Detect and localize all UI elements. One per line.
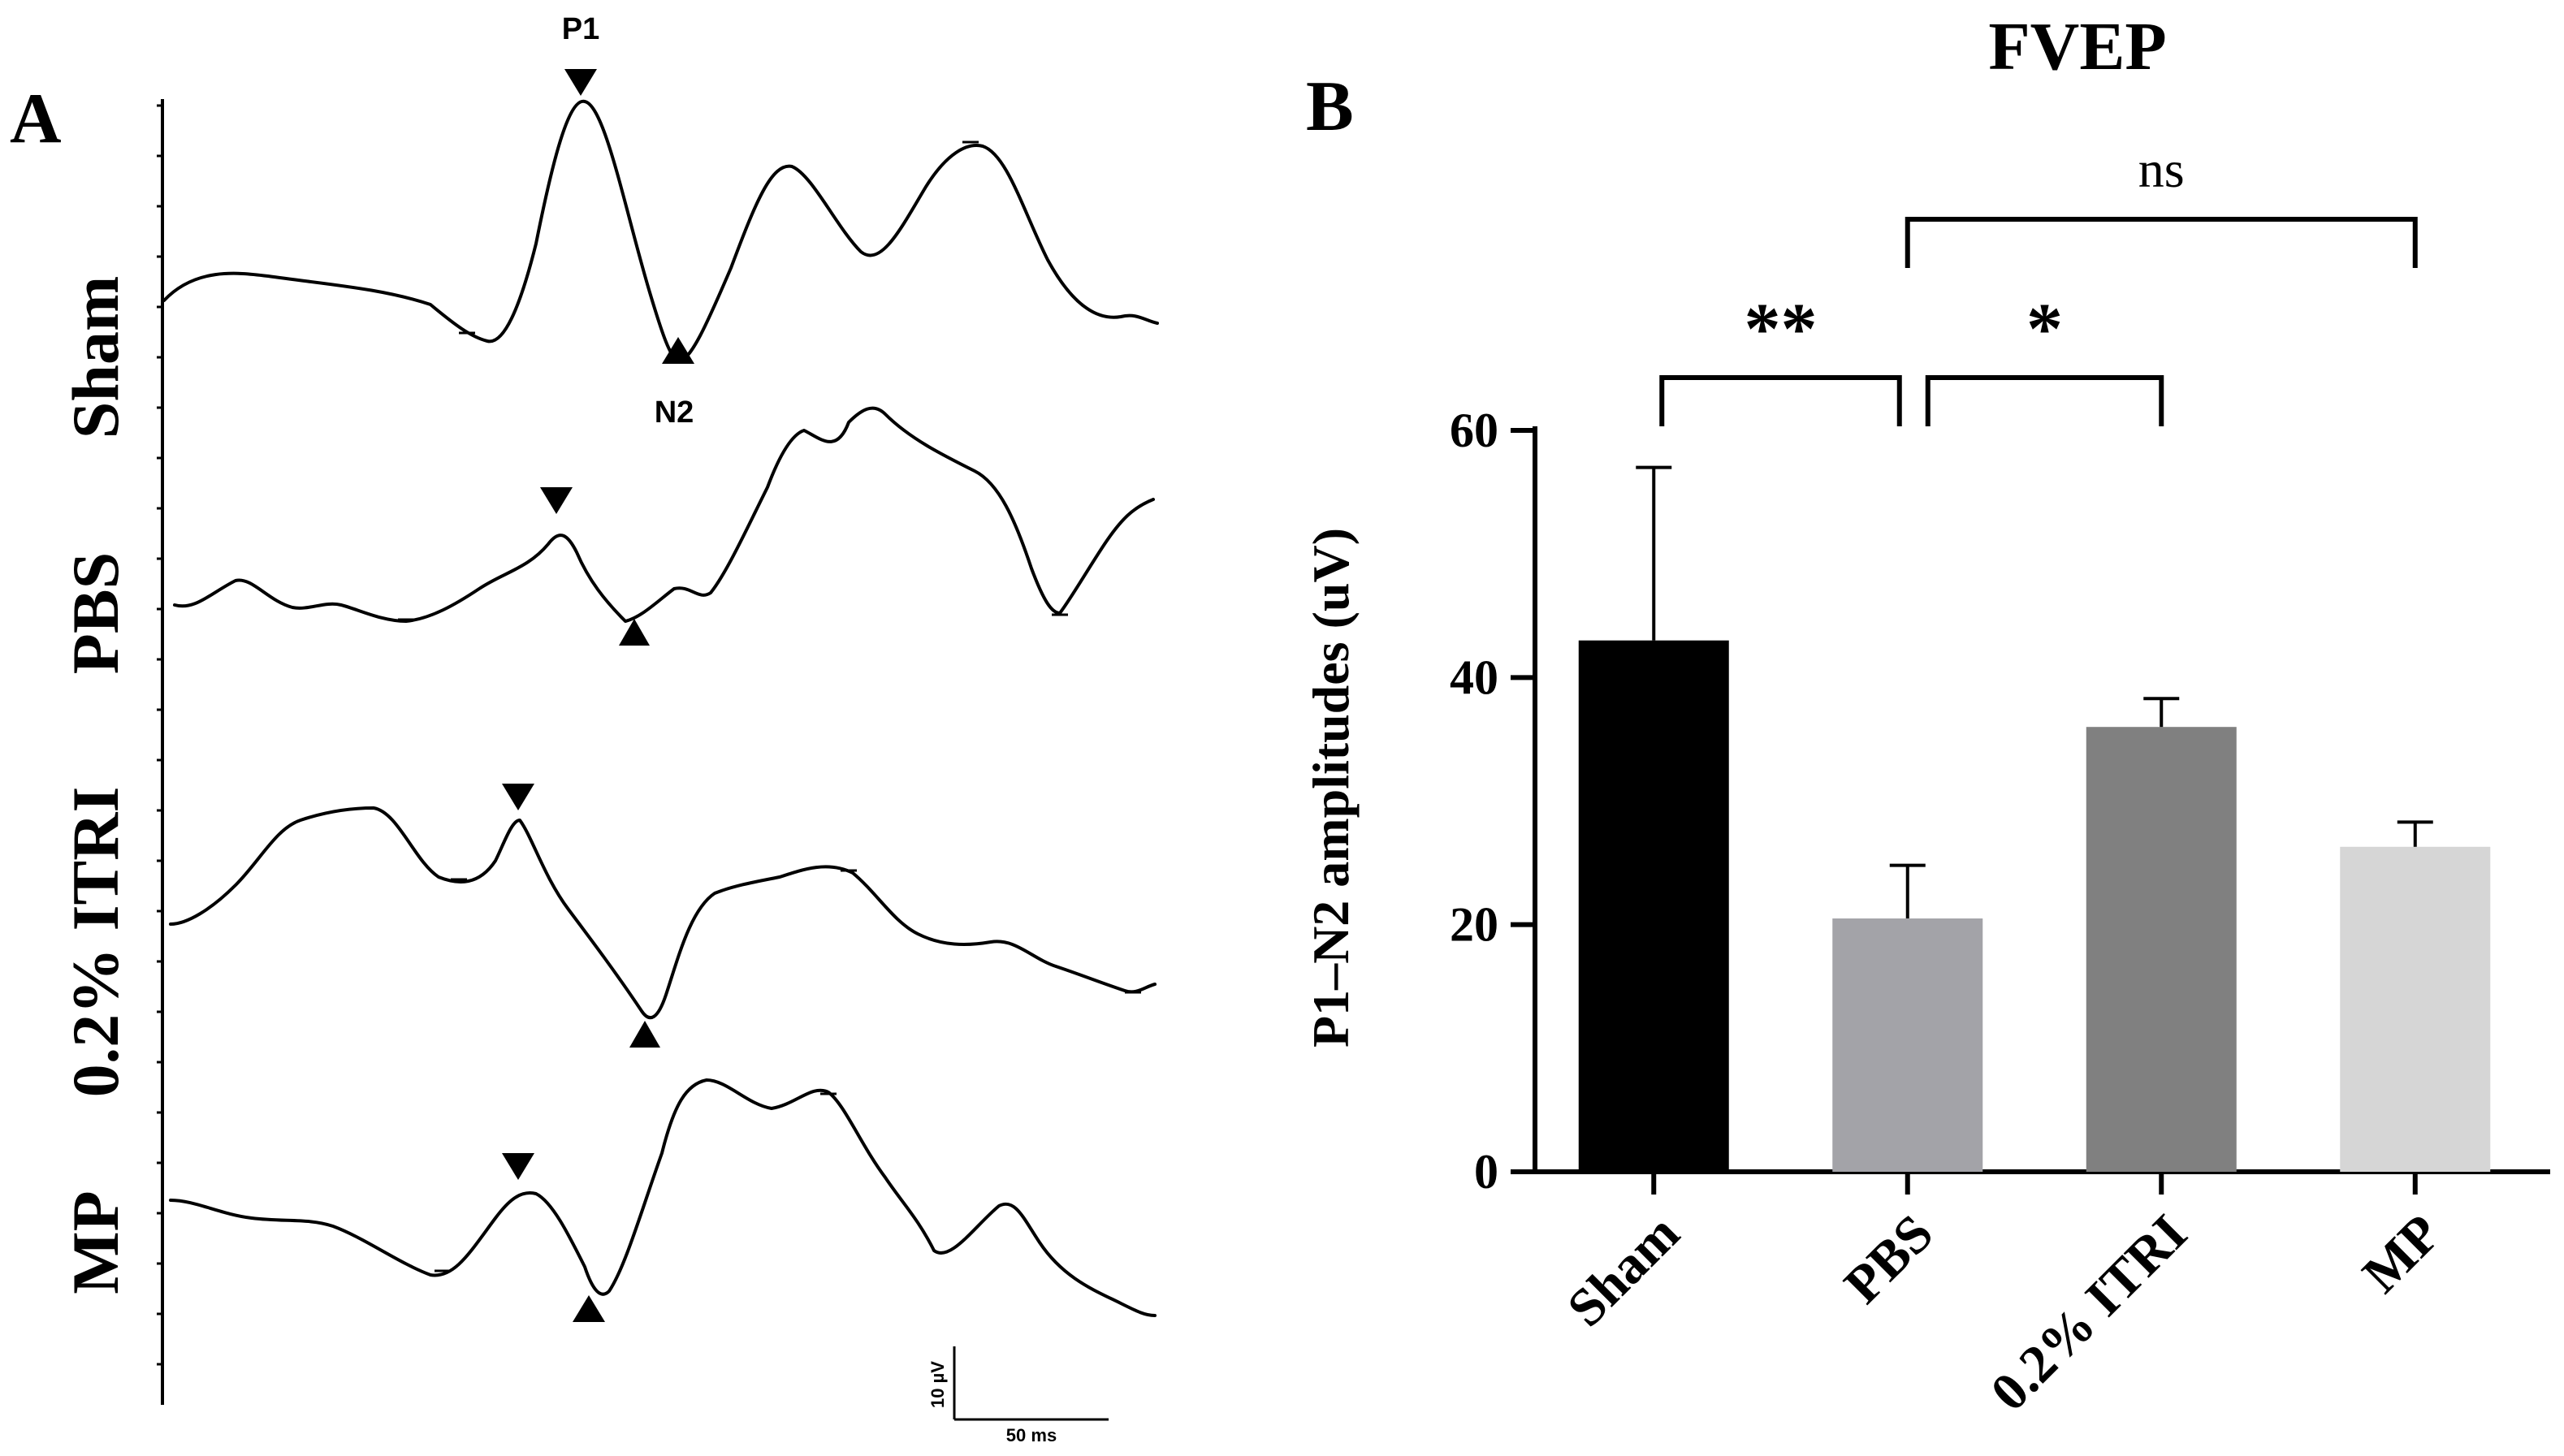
- waveform-itri: [169, 806, 1157, 1020]
- p1-marker-mp: [502, 1153, 534, 1180]
- chart-title: FVEP: [1988, 9, 2166, 84]
- row-label-pbs: PBS: [58, 552, 132, 674]
- significance-label: ns: [2138, 140, 2185, 198]
- y-tick-label: 60: [1450, 404, 1498, 457]
- significance-bracket: [1659, 375, 1902, 426]
- n2-marker-sham: [662, 337, 694, 364]
- x-tick-label: PBS: [1833, 1203, 1944, 1315]
- row-label-itri: 0.2% ITRI: [58, 787, 132, 1098]
- p1-label: P1: [562, 12, 599, 46]
- row-label-mp: MP: [58, 1190, 132, 1294]
- n2-label: N2: [655, 395, 694, 430]
- significance-label: **: [1745, 289, 1818, 369]
- significance-label: *: [2026, 289, 2063, 369]
- scale-bar: 10 µV 50 ms: [927, 1346, 1109, 1445]
- panel-a-axis: [157, 99, 164, 1405]
- bar: [1578, 640, 1729, 1172]
- scale-time-label: 50 ms: [1006, 1425, 1057, 1445]
- p1-marker-pbs: [540, 487, 573, 514]
- n2-marker-itri: [629, 1021, 660, 1048]
- significance-bracket: [1925, 375, 2164, 426]
- n2-marker-pbs: [619, 619, 650, 646]
- bar: [1832, 918, 1983, 1172]
- significance-bracket: [1905, 217, 2418, 268]
- scale-amplitude-label: 10 µV: [927, 1361, 948, 1408]
- p1-marker-sham: [564, 69, 597, 96]
- y-tick-label: 0: [1474, 1145, 1498, 1199]
- x-tick-label: MP: [2351, 1203, 2452, 1304]
- x-tick-label: 0.2% ITRI: [1979, 1203, 2198, 1422]
- cursor-marks: [398, 140, 1141, 1272]
- y-tick-label: 40: [1450, 650, 1498, 704]
- y-tick-label: 20: [1450, 898, 1498, 952]
- n2-marker-mp: [573, 1295, 605, 1322]
- panel-a-letter: A: [10, 80, 62, 158]
- waveform-pbs: [173, 406, 1155, 623]
- waveform-mp: [169, 1078, 1157, 1317]
- bar: [2086, 727, 2237, 1172]
- panel-b-letter: B: [1306, 67, 1354, 146]
- y-axis-label: P1–N2 amplitudes (uV): [1302, 528, 1360, 1048]
- peak-markers: [502, 69, 694, 1322]
- x-tick-label: Sham: [1556, 1203, 1691, 1338]
- p1-marker-itri: [502, 784, 534, 810]
- bar: [2340, 846, 2491, 1172]
- waveform-sham: [162, 99, 1159, 363]
- row-label-sham: Sham: [58, 276, 132, 439]
- panel-a-axis-ticks: [157, 104, 162, 1366]
